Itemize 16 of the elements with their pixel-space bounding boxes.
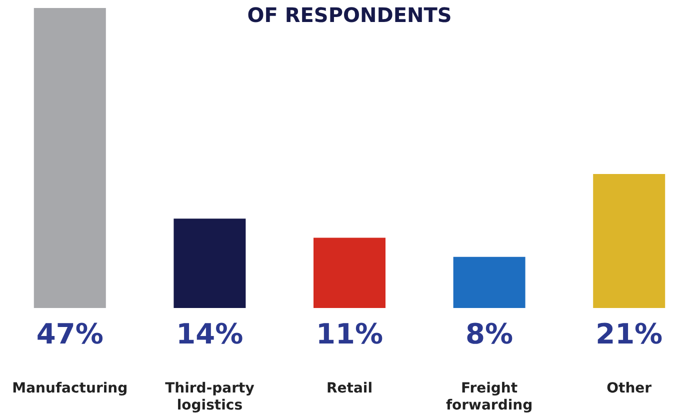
x-tick-label: Freight forwarding: [446, 380, 533, 414]
data-label: 21%: [596, 318, 663, 350]
data-label: 8%: [466, 318, 514, 350]
bar: [174, 218, 246, 308]
bar: [593, 174, 666, 308]
chart-title: OF RESPONDENTS: [247, 3, 452, 27]
x-tick-label: Manufacturing: [12, 380, 128, 396]
x-tick-label: Third-party logistics: [165, 380, 254, 414]
bar: [314, 238, 386, 308]
x-tick-label: Other: [606, 380, 652, 396]
data-label: 47%: [36, 318, 104, 350]
bar: [453, 256, 526, 308]
x-tick-label: Retail: [326, 380, 373, 396]
data-label: 11%: [316, 318, 384, 350]
data-label: 14%: [176, 318, 244, 350]
bar: [34, 8, 106, 308]
